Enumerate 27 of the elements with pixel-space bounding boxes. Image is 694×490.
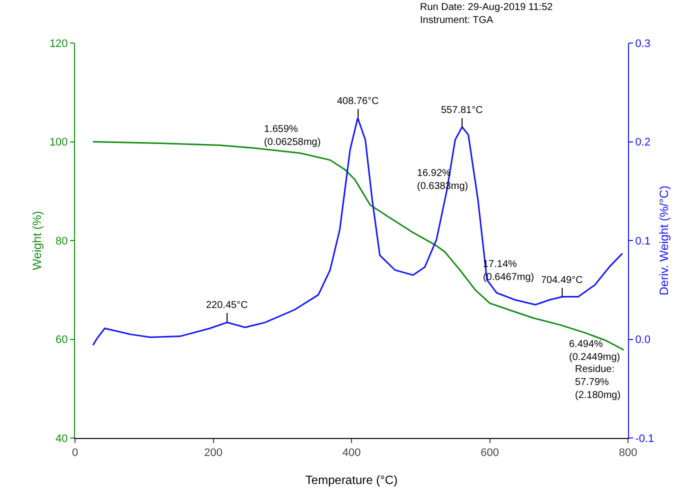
text: Instrument: TGA	[420, 15, 494, 26]
y2-tick-label: 0.1	[635, 235, 650, 248]
y-tick-label: 120	[49, 38, 68, 50]
annotation: 220.45°C	[206, 300, 248, 311]
x-tick-label: 200	[204, 447, 222, 460]
y2-axis-title: Deriv. Weight (%/°C)	[657, 186, 671, 296]
x-axis-title: Temperature (°C)	[305, 473, 398, 487]
x-tick-label: 0	[72, 447, 78, 460]
y2-tick-label: 0.3	[635, 38, 650, 50]
x-tick-label: 600	[480, 447, 499, 460]
annotation: 704.49°C	[541, 275, 583, 286]
annotation: 557.81°C	[441, 105, 483, 116]
y-axis-title: Weight (%)	[30, 210, 44, 270]
y2-tick-label: 0.0	[635, 334, 650, 346]
x-tick-label: 800	[618, 447, 638, 460]
y2-tick-label: -0.1	[635, 432, 654, 445]
annotation: 1.659% (0.06258mg)	[264, 124, 321, 148]
x-tick-label: 400	[342, 447, 361, 460]
y-tick-label: 40	[56, 432, 68, 445]
annotation: 6.494% (0.2449mg)	[569, 339, 620, 363]
y-tick-label: 60	[56, 334, 68, 346]
y2-tick-label: 0.2	[635, 136, 650, 149]
annotation: 408.76°C	[337, 96, 379, 107]
text: Run Date: 29-Aug-2019 11:52	[420, 2, 554, 13]
y-tick-label: 100	[49, 136, 68, 149]
annotation: Residue: 57.79% (2.180mg)	[575, 364, 621, 401]
y-tick-label: 80	[56, 235, 68, 248]
